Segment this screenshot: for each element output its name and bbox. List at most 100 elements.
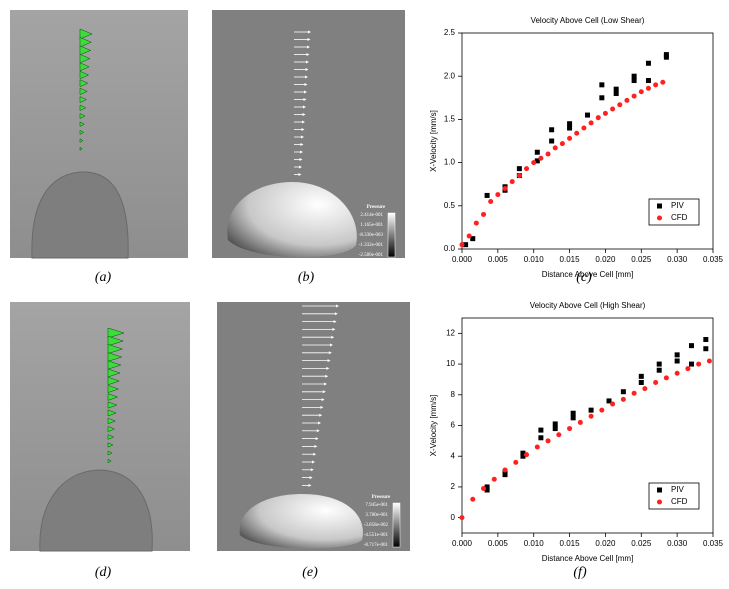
cfd-point <box>481 485 487 491</box>
y-tick-label: 0.0 <box>444 244 456 253</box>
flow-arrow-head <box>306 60 309 64</box>
flow-arrow-head <box>304 90 307 94</box>
piv-point <box>620 389 626 395</box>
velocity-arrow <box>107 327 125 339</box>
cfd-point <box>459 515 465 521</box>
piv-point <box>613 90 619 96</box>
cfd-point <box>674 370 680 376</box>
cfd-point <box>470 496 476 502</box>
velocity-arrow <box>79 53 91 64</box>
panel-label: (c) <box>576 270 592 285</box>
colorbar-title: Pressure <box>367 205 386 210</box>
legend-label: PIV <box>671 201 685 210</box>
cfd-point <box>706 358 712 364</box>
x-tick-label: 0.025 <box>631 539 652 548</box>
y-tick-label: 6 <box>451 421 456 430</box>
velocity-arrow <box>79 121 85 127</box>
legend-box <box>648 482 700 510</box>
flow-arrow-head <box>313 452 317 456</box>
velocity-arrow <box>79 129 85 135</box>
legend-swatch <box>657 487 662 493</box>
legend-swatch <box>657 215 662 221</box>
piv-point <box>520 453 526 459</box>
velocity-arrow <box>107 401 118 409</box>
cfd-point <box>588 120 594 126</box>
piv-point <box>656 361 662 367</box>
cfd-point <box>531 160 537 166</box>
colorbar-label: -8.717e-001 <box>364 543 389 548</box>
cfd-point <box>466 233 472 239</box>
piv-point <box>645 60 651 66</box>
velocity-arrow <box>107 417 116 425</box>
cfd-point <box>581 125 587 131</box>
y-tick-label: 0 <box>451 513 456 522</box>
x-tick-label: 0.030 <box>667 539 688 548</box>
cfd-point <box>577 419 583 425</box>
x-tick-label: 0.010 <box>524 539 545 548</box>
y-tick-label: 2.5 <box>444 28 456 37</box>
piv-point <box>484 192 490 198</box>
velocity-arrow <box>107 376 120 386</box>
flow-arrow-head <box>322 390 326 394</box>
piv-point <box>663 52 669 58</box>
x-axis-label: Distance Above Cell [mm] <box>542 554 634 563</box>
panel-label: (e) <box>302 565 318 580</box>
flow-arrow-head <box>305 75 308 79</box>
y-tick-label: 1.5 <box>444 115 456 124</box>
cfd-point <box>534 444 540 450</box>
y-axis-label: X-Velocity [mm/s] <box>429 110 438 172</box>
velocity-arrow <box>79 113 86 119</box>
cfd-point <box>488 198 494 204</box>
cfd-point <box>617 102 623 108</box>
flow-arrow-head <box>308 483 312 487</box>
legend-swatch <box>657 203 662 209</box>
flow-arrow-head <box>334 312 338 316</box>
cfd-point <box>610 401 616 407</box>
flow-arrow-head <box>310 468 314 472</box>
piv-point <box>585 112 590 118</box>
flow-arrow-head <box>307 45 310 49</box>
velocity-arrow <box>107 335 125 347</box>
velocity-arrow <box>107 385 120 393</box>
flow-arrow-head <box>312 460 315 464</box>
cfd-point <box>663 375 669 381</box>
flow-arrow-head <box>307 38 311 41</box>
piv-point <box>688 343 694 349</box>
velocity-arrow <box>79 104 87 111</box>
velocity-arrow <box>79 37 92 48</box>
piv-point <box>502 472 508 478</box>
piv-point <box>638 373 644 379</box>
velocity-arrow <box>79 87 88 96</box>
cfd-point <box>495 192 501 198</box>
flow-arrow-head <box>333 320 337 324</box>
piv-point <box>484 484 490 490</box>
cfd-point <box>610 106 616 112</box>
flow-arrow-head <box>306 53 310 56</box>
legend-label: CFD <box>671 497 688 506</box>
piv-point <box>599 82 605 88</box>
piv-point <box>656 367 662 373</box>
cfd-point <box>574 130 580 136</box>
flow-arrow-head <box>326 366 330 370</box>
x-tick-label: 0.000 <box>452 539 473 548</box>
legend-box <box>648 198 700 226</box>
piv-point <box>631 78 637 84</box>
velocity-arrow <box>79 138 84 143</box>
piv-point <box>538 435 544 441</box>
velocity-arrow <box>107 426 116 432</box>
cfd-point <box>696 361 702 367</box>
flow-arrow-head <box>324 382 327 386</box>
cfd-point <box>552 145 558 151</box>
legend-label: CFD <box>671 213 688 222</box>
y-tick-label: 2.0 <box>444 71 456 80</box>
colorbar-label: -1.332e-001 <box>359 243 384 248</box>
x-tick-label: 0.035 <box>703 255 724 264</box>
cfd-point <box>685 366 691 372</box>
flow-arrow-head <box>305 68 309 71</box>
piv-point <box>552 426 558 432</box>
colorbar-label: -8.330e-003 <box>359 233 384 238</box>
piv-point <box>663 54 669 60</box>
flow-arrow-head <box>302 113 306 116</box>
piv-point <box>674 358 680 364</box>
